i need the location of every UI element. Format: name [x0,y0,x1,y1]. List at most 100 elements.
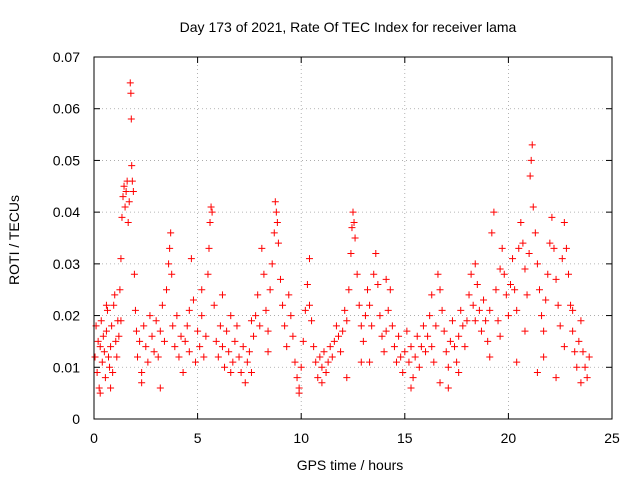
data-point [482,317,490,325]
data-point [112,337,120,345]
data-point [569,306,577,314]
data-point [498,244,506,252]
data-point [247,368,255,376]
data-point [428,343,436,351]
y-tick-label: 0.03 [53,256,80,272]
data-point [351,234,359,242]
x-tick-label: 25 [604,430,620,446]
data-point [343,374,351,382]
data-point [567,301,575,309]
data-point [484,337,492,345]
data-point [475,306,483,314]
data-point [140,322,148,330]
data-point [167,229,175,237]
data-point [322,368,330,376]
x-axis-label: GPS time / hours [297,457,404,473]
data-point [380,348,388,356]
data-point [521,327,529,335]
data-point [353,270,361,278]
data-point [299,337,307,345]
data-point [515,244,523,252]
data-point [207,203,215,211]
data-point [444,363,452,371]
data-point [169,322,177,330]
data-point [206,218,214,226]
data-point [562,244,570,252]
x-tick-label: 0 [90,430,98,446]
data-point [146,312,154,320]
data-point [110,301,118,309]
x-tick-labels: 0 5 10 15 20 25 [90,430,620,446]
data-point [341,306,349,314]
data-point [517,218,525,226]
data-point [250,332,258,340]
data-point [270,229,278,237]
data-point [465,291,473,299]
data-point [467,270,475,278]
data-point [395,332,403,340]
data-point [411,353,419,361]
data-point [98,358,106,366]
plot-frame [93,56,613,420]
data-point [118,213,126,221]
data-point [227,312,235,320]
data-point [368,322,376,330]
data-point [138,368,146,376]
data-point [271,198,279,206]
data-point [208,208,216,216]
data-point [171,343,179,351]
data-point [235,353,243,361]
data-point [424,332,432,340]
data-point [372,250,380,258]
data-point [194,327,202,335]
data-point [91,353,99,361]
data-point [486,353,494,361]
data-point [111,291,119,299]
data-point [471,317,479,325]
data-point [200,353,208,361]
data-point [528,141,536,149]
data-point [451,343,459,351]
data-point [509,255,517,263]
data-point [116,286,124,294]
data-point [500,270,508,278]
data-point [129,187,137,195]
data-point [142,343,150,351]
data-point [105,353,113,361]
data-point [119,193,127,201]
data-point [239,343,247,351]
data-point [152,317,160,325]
data-point [272,208,280,216]
data-point [148,332,156,340]
data-point [417,343,425,351]
data-point [233,322,241,330]
data-point [370,270,378,278]
data-point [366,358,374,366]
data-point [212,337,220,345]
data-point [93,368,101,376]
data-point [264,327,272,335]
data-point [268,260,276,268]
data-point [560,218,568,226]
data-point [436,286,444,294]
data-point [218,343,226,351]
data-point [511,286,519,294]
data-point [297,363,305,371]
data-point [376,312,384,320]
grid-lines [94,57,612,419]
data-point [413,332,421,340]
data-point [361,312,369,320]
data-point [138,379,146,387]
data-point [227,368,235,376]
data-point [237,368,245,376]
data-point [241,379,249,387]
data-point [366,301,374,309]
data-point [355,301,363,309]
data-point [579,348,587,356]
data-point [546,239,554,247]
data-point [131,306,139,314]
data-point [490,208,498,216]
data-point [99,332,107,340]
data-point [96,343,104,351]
data-point [204,270,212,278]
